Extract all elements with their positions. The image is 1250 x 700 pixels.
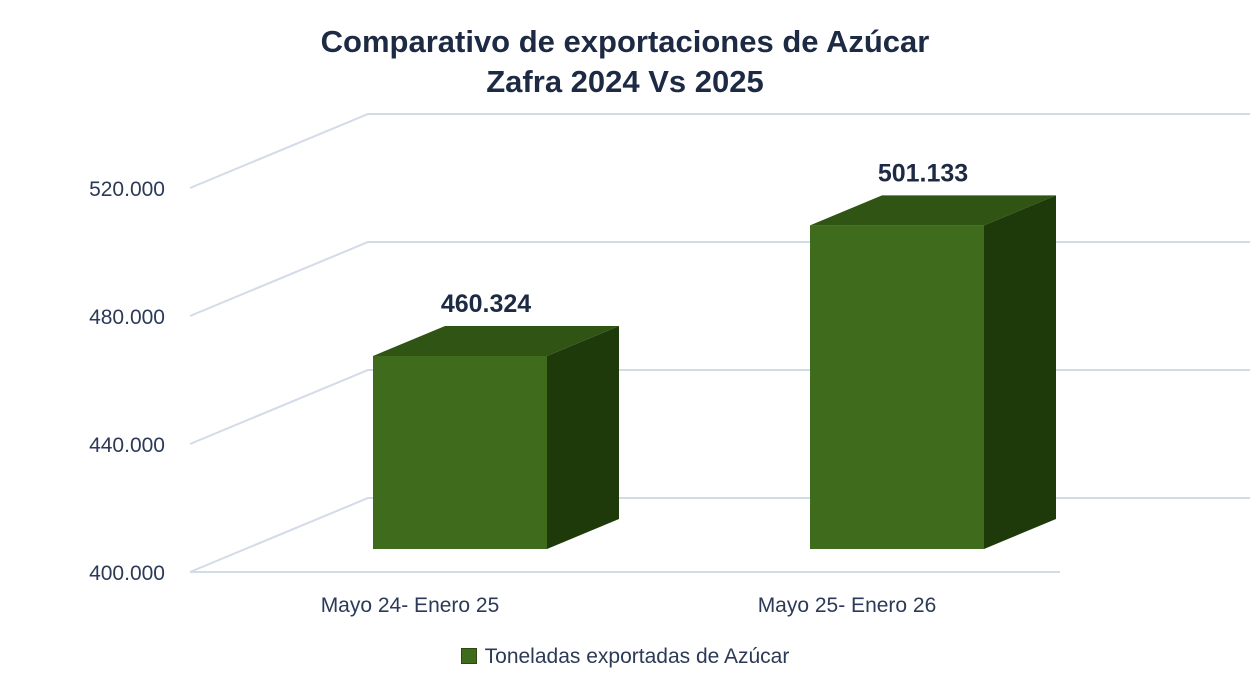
bar-side-1 [984,195,1056,550]
bar-top-0 [373,325,619,356]
bar-front-0 [373,355,547,549]
y-tick-label: 520.000 [89,178,165,201]
chart-subtitle: Zafra 2024 Vs 2025 [486,64,764,99]
gridline-2 [189,241,1250,317]
bar-side-0 [547,325,619,549]
y-tick-label: 480.000 [89,306,165,329]
data-label: 501.133 [878,159,968,187]
chart-title-line1: Comparativo de exportaciones de Azúcar [320,24,930,59]
x-category-label: Mayo 25- Enero 26 [758,594,937,617]
legend-swatch-icon [460,648,477,664]
data-label: 460.324 [441,290,531,318]
y-tick-label: 440.000 [89,434,165,457]
y-tick-label: 400.000 [89,562,165,585]
gridline-1 [189,369,1250,445]
bar-front-1 [810,225,984,550]
bar-top-1 [810,195,1056,226]
legend-label: Toneladas exportadas de Azúcar [484,645,790,668]
gridline-0 [189,497,1250,573]
gridline-3 [189,113,1250,189]
chart-title: Comparativo de exportaciones de Azúcar Z… [0,22,1250,102]
x-category-label: Mayo 24- Enero 25 [321,594,500,617]
legend: Toneladas exportadas de Azúcar [0,645,1250,669]
